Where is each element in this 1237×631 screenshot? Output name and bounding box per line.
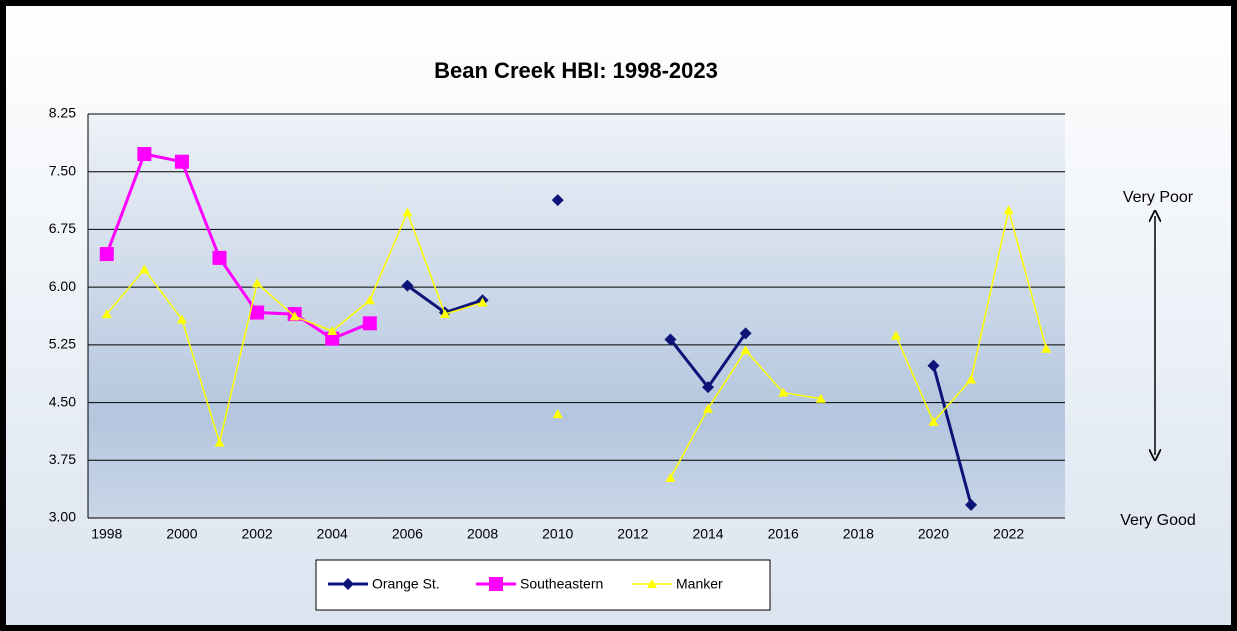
marker: [1041, 343, 1052, 353]
marker: [965, 498, 978, 511]
plot-area: [88, 114, 1065, 518]
marker: [439, 309, 450, 319]
marker: [477, 297, 488, 307]
marker: [252, 278, 263, 288]
x-tick-label: 2000: [166, 526, 197, 542]
x-tick-label: 2002: [242, 526, 273, 542]
marker: [664, 333, 677, 346]
marker: [703, 403, 714, 413]
marker: [362, 316, 377, 331]
x-tick-label: 2010: [542, 526, 573, 542]
marker: [289, 311, 300, 321]
marker: [212, 250, 227, 265]
x-tick-label: 2014: [692, 526, 723, 542]
marker: [174, 154, 189, 169]
marker: [176, 314, 187, 324]
marker: [139, 264, 150, 274]
marker: [890, 330, 901, 340]
legend-label: Southeastern: [520, 576, 603, 592]
legend-label: Manker: [676, 576, 723, 592]
y-tick-label: 6.75: [49, 220, 76, 236]
y-tick-label: 7.50: [49, 162, 76, 178]
x-tick-label: 2004: [317, 526, 348, 542]
y-tick-label: 6.00: [49, 278, 76, 294]
x-tick-label: 2022: [993, 526, 1024, 542]
x-tick-label: 1998: [91, 526, 122, 542]
marker: [739, 327, 752, 340]
marker: [665, 472, 676, 482]
x-tick-label: 2020: [918, 526, 949, 542]
annotation: Very Poor: [1123, 189, 1194, 206]
marker: [250, 305, 265, 320]
marker: [647, 579, 657, 588]
marker: [327, 326, 338, 336]
marker: [101, 309, 112, 319]
y-tick-label: 5.25: [49, 336, 76, 352]
marker: [325, 331, 340, 346]
y-tick-label: 3.00: [49, 509, 76, 525]
marker: [1003, 205, 1014, 215]
marker: [401, 279, 414, 292]
marker: [552, 409, 563, 419]
x-tick-label: 2006: [392, 526, 423, 542]
x-tick-label: 2008: [467, 526, 498, 542]
y-tick-label: 4.50: [49, 393, 76, 409]
x-tick-label: 2018: [843, 526, 874, 542]
chart-title: Bean Creek HBI: 1998-2023: [434, 58, 718, 83]
marker: [99, 247, 114, 262]
marker: [342, 578, 354, 590]
marker: [551, 194, 564, 207]
x-tick-label: 2016: [768, 526, 799, 542]
x-tick-label: 2012: [617, 526, 648, 542]
marker: [927, 359, 940, 372]
legend-label: Orange St.: [372, 576, 440, 592]
marker: [815, 393, 826, 403]
y-tick-label: 3.75: [49, 451, 76, 467]
marker: [702, 381, 715, 394]
marker: [137, 147, 152, 162]
marker: [966, 374, 977, 384]
marker: [740, 345, 751, 355]
marker: [778, 387, 789, 397]
marker: [364, 295, 375, 305]
marker: [402, 207, 413, 217]
marker: [928, 416, 939, 426]
y-tick-label: 8.25: [49, 105, 76, 121]
marker: [489, 577, 503, 591]
marker: [214, 437, 225, 447]
legend: [315, 559, 771, 611]
annotation: Very Good: [1120, 512, 1196, 529]
